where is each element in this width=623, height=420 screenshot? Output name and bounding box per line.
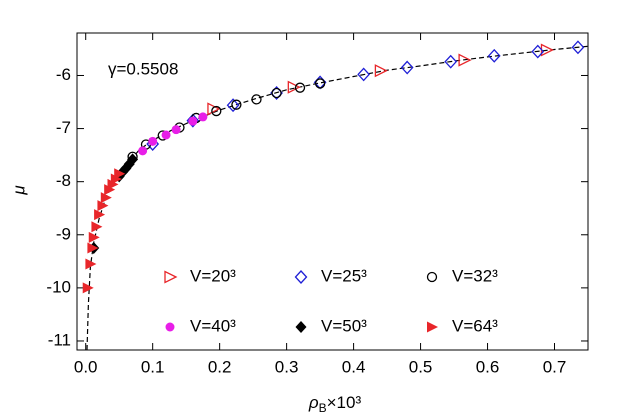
x-tick-label: 0.2 (208, 357, 232, 376)
plot-frame (76, 32, 589, 351)
legend-marker (164, 270, 178, 284)
data-point (571, 40, 585, 55)
data-point (207, 102, 221, 116)
data-point (294, 82, 306, 93)
x-tick-label: 0.0 (74, 357, 98, 376)
data-point (531, 44, 545, 59)
y-tick-label: -8 (56, 171, 71, 190)
data-point (374, 64, 388, 78)
y-tick-label: -11 (48, 330, 71, 349)
data-point (114, 168, 126, 180)
legend-label: V=64³ (452, 316, 498, 335)
annotation: γ=0.5508 (108, 59, 178, 78)
data-point (487, 48, 501, 63)
data-point (107, 178, 119, 190)
legend-label: V=50³ (321, 316, 367, 335)
fit-line (86, 45, 588, 350)
data-point (314, 78, 326, 89)
data-point (85, 258, 97, 270)
data-point (127, 153, 139, 166)
y-tick-label: -6 (56, 65, 71, 84)
data-point (211, 105, 222, 117)
y-tick-label: -7 (56, 118, 71, 137)
legend-marker (426, 271, 438, 283)
data-point (88, 231, 100, 243)
data-point (226, 98, 240, 113)
x-tick-label: 0.1 (141, 357, 165, 376)
y-tick-label: -9 (56, 224, 71, 243)
x-label-main: ρ (308, 393, 319, 412)
legend-marker (294, 270, 308, 284)
data-point (91, 221, 103, 233)
data-point (110, 173, 122, 185)
data-point (161, 130, 171, 140)
data-point (97, 200, 109, 212)
data-point (87, 242, 99, 254)
data-point (82, 282, 94, 294)
x-tick-label: 0.6 (476, 357, 500, 376)
data-point (444, 54, 458, 69)
data-point (198, 112, 208, 122)
data-point (148, 136, 158, 146)
data-point (458, 53, 472, 67)
data-point (231, 99, 242, 110)
legend-label: V=25³ (321, 266, 367, 285)
data-point (171, 125, 181, 135)
x-tick-label: 0.4 (342, 357, 366, 376)
data-point (400, 60, 414, 75)
x-tick-label: 0.7 (543, 357, 567, 376)
x-tick-label: 0.3 (275, 357, 299, 376)
legend-marker (165, 322, 175, 332)
data-point (287, 80, 301, 94)
data-point (94, 209, 106, 221)
data-point (100, 192, 112, 204)
y-tick-label: -10 (46, 277, 71, 296)
x-axis-label: ρB×10³ (308, 393, 362, 415)
legend-marker (427, 321, 438, 333)
data-point (271, 87, 282, 99)
legend-marker (295, 321, 307, 333)
y-axis-label: μ (9, 185, 28, 196)
legend-label: V=40³ (190, 316, 236, 335)
legend-label: V=32³ (452, 266, 498, 285)
data-point (138, 146, 148, 156)
legend-label: V=20³ (190, 266, 236, 285)
x-label-suffix: ×10³ (327, 393, 362, 412)
x-label-sub: B (319, 401, 327, 415)
x-tick-label: 0.5 (409, 357, 433, 376)
data-point (251, 94, 262, 105)
data-point (188, 116, 198, 126)
data-point (104, 184, 116, 196)
data-point (357, 67, 371, 82)
